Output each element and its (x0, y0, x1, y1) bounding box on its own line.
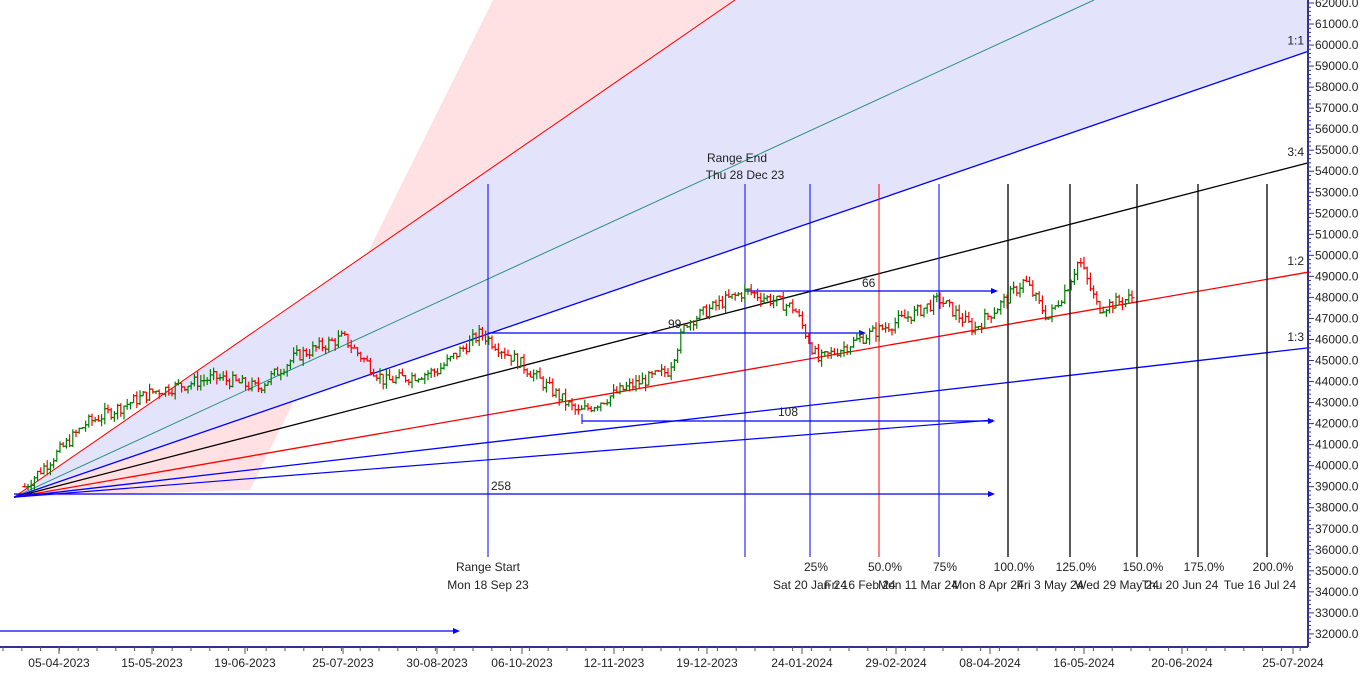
range-end-date: Thu 28 Dec 23 (706, 168, 785, 182)
y-tick-label: 58000.0 (1315, 80, 1359, 94)
y-tick-label: 41000.0 (1315, 438, 1359, 452)
range-end-label: Range End (707, 151, 767, 165)
y-tick-label: 51000.0 (1315, 227, 1359, 241)
y-tick-label: 40000.0 (1315, 459, 1359, 473)
bar-count-label: 66 (862, 276, 876, 290)
cycle-date-label: Thu 20 Jun 24 (1142, 578, 1219, 592)
arrow-head-icon (859, 330, 866, 336)
x-tick-label: 29-02-2024 (865, 656, 927, 670)
y-tick-label: 45000.0 (1315, 354, 1359, 368)
y-tick-label: 32000.0 (1315, 627, 1359, 641)
cycle-date-label: Mon 11 Mar 24 (878, 578, 958, 592)
price-axis[interactable]: 62000.0 61000.0 60000.0 59000.0 58000.0 57000… (1307, 0, 1359, 647)
y-tick-label: 42000.0 (1315, 417, 1359, 431)
time-cycle-lines (487, 184, 1268, 557)
x-tick-label: 16-05-2024 (1053, 656, 1115, 670)
fan-label: 1:3 (1287, 330, 1304, 344)
fan-line-2x1 (13, 0, 736, 498)
x-tick-label: 12-11-2023 (584, 656, 645, 670)
cycle-pct-label: 50.0% (868, 560, 902, 574)
bar-count-label: 108 (778, 405, 798, 419)
fan-line-3x4 (13, 162, 1309, 498)
fan-line-1x2 (13, 271, 1309, 498)
fan-line-1x4 (13, 419, 994, 498)
cycle-date-label: Fri 16 Feb 24 (824, 578, 896, 592)
cycle-date-label: Mon 8 Apr 24 (952, 578, 1024, 592)
x-tick-label: 20-06-2024 (1151, 656, 1213, 670)
y-tick-label: 34000.0 (1315, 585, 1359, 599)
y-tick-label: 52000.0 (1315, 206, 1359, 220)
arrow-head-icon (453, 628, 460, 634)
y-tick-label: 33000.0 (1315, 606, 1359, 620)
y-tick-label: 48000.0 (1315, 290, 1359, 304)
y-tick-label: 44000.0 (1315, 375, 1359, 389)
fan-label: 1:1 (1287, 33, 1304, 47)
bar-count-arrows: 258 108 99 66 (0, 276, 998, 634)
y-tick-label: 37000.0 (1315, 522, 1359, 536)
y-tick-label: 47000.0 (1315, 311, 1359, 325)
y-tick-label: 57000.0 (1315, 101, 1359, 115)
cycle-pct-label: 175.0% (1184, 560, 1225, 574)
x-tick-label: 19-06-2023 (214, 656, 276, 670)
y-tick-label: 43000.0 (1315, 396, 1359, 410)
y-tick-label: 39000.0 (1315, 480, 1359, 494)
cycle-date-label: Tue 16 Jul 24 (1224, 578, 1297, 592)
cycle-date-label: Fri 3 May 24 (1017, 578, 1084, 592)
x-tick-label: 08-04-2024 (959, 656, 1021, 670)
cycle-pct-label: 200.0% (1253, 560, 1294, 574)
cycle-pct-label: 75% (933, 560, 957, 574)
bar-count-label: 258 (491, 479, 511, 493)
date-axis[interactable]: 05-04-2023 15-05-2023 19-06-2023 25-07-2023… (0, 646, 1324, 670)
fan-fill-lower (14, 0, 1308, 498)
bar-count-label: 99 (668, 317, 682, 331)
y-tick-label: 53000.0 (1315, 185, 1359, 199)
fan-label: 3:4 (1287, 145, 1304, 159)
cycle-date-label: Wed 29 May 24 (1075, 578, 1159, 592)
y-tick-label: 60000.0 (1315, 38, 1359, 52)
range-start-date: Mon 18 Sep 23 (447, 578, 529, 592)
gann-fan-lines: 1:1 3:4 1:2 1:3 (13, 0, 1309, 498)
cycle-pct-label: 25% (804, 560, 828, 574)
y-tick-label: 50000.0 (1315, 248, 1359, 262)
fan-line-1x1 (13, 50, 1309, 498)
arrow-head-icon (988, 418, 995, 424)
arrow-head-icon (988, 491, 995, 497)
y-tick-label: 54000.0 (1315, 164, 1359, 178)
x-tick-label: 19-12-2023 (676, 656, 738, 670)
ohlc-bars (22, 256, 1135, 491)
arrow-head-icon (991, 288, 998, 294)
cycle-date-label: Sat 20 Jan 24 (773, 578, 847, 592)
y-tick-label: 46000.0 (1315, 332, 1359, 346)
range-start-label: Range Start (456, 560, 521, 574)
x-tick-label: 25-07-2024 (1262, 656, 1324, 670)
chart-annotations: Range Start Mon 18 Sep 23 Range End Thu 28 … (447, 151, 1296, 592)
x-tick-label: 06-10-2023 (491, 656, 553, 670)
y-tick-label: 36000.0 (1315, 543, 1359, 557)
x-tick-label: 30-08-2023 (406, 656, 468, 670)
cycle-pct-label: 150.0% (1123, 560, 1164, 574)
x-tick-label: 15-05-2023 (121, 656, 183, 670)
x-tick-label: 05-04-2023 (28, 656, 90, 670)
y-tick-label: 62000.0 (1315, 0, 1359, 10)
cycle-pct-label: 100.0% (994, 560, 1035, 574)
fan-line-3x2 (13, 0, 1095, 498)
y-tick-label: 38000.0 (1315, 501, 1359, 515)
fan-line-1x3 (13, 347, 1309, 498)
x-tick-label: 24-01-2024 (771, 656, 833, 670)
y-tick-label: 56000.0 (1315, 122, 1359, 136)
y-tick-label: 49000.0 (1315, 269, 1359, 283)
y-tick-label: 55000.0 (1315, 143, 1359, 157)
y-tick-label: 35000.0 (1315, 564, 1359, 578)
y-tick-label: 59000.0 (1315, 59, 1359, 73)
cycle-pct-label: 125.0% (1056, 560, 1097, 574)
y-tick-label: 61000.0 (1315, 17, 1359, 31)
fan-label: 1:2 (1287, 254, 1304, 268)
x-tick-label: 25-07-2023 (312, 656, 374, 670)
